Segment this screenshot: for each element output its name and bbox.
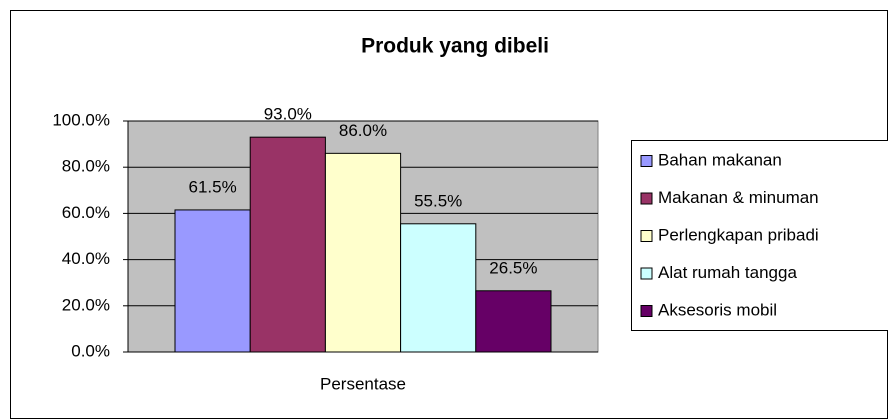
legend-label: Alat rumah tangga bbox=[658, 263, 797, 282]
legend-swatch bbox=[640, 155, 653, 167]
bar bbox=[174, 209, 251, 353]
data-label: 61.5% bbox=[188, 177, 236, 196]
bar bbox=[249, 136, 326, 353]
legend-swatch bbox=[640, 192, 653, 205]
bar bbox=[400, 223, 477, 353]
legend-label: Bahan makanan bbox=[658, 150, 782, 169]
chart-title: Produk yang dibeli bbox=[361, 35, 549, 58]
legend-swatch bbox=[640, 230, 653, 242]
legend-label: Perlengkapan pribadi bbox=[658, 225, 819, 244]
x-tick-label: Persentase bbox=[320, 374, 406, 393]
y-tick-label: 20.0% bbox=[62, 295, 110, 314]
y-tick-label: 60.0% bbox=[62, 203, 110, 222]
data-label: 26.5% bbox=[489, 258, 537, 277]
legend bbox=[631, 140, 888, 331]
legend-swatch bbox=[640, 267, 653, 280]
y-tick-label: 80.0% bbox=[62, 157, 110, 176]
legend-label: Aksesoris mobil bbox=[658, 300, 777, 319]
y-tick-label: 40.0% bbox=[62, 249, 110, 268]
data-label: 93.0% bbox=[264, 105, 312, 124]
bar bbox=[324, 152, 402, 353]
bar bbox=[475, 290, 552, 353]
y-tick-label: 100.0% bbox=[52, 110, 110, 129]
data-label: 55.5% bbox=[414, 191, 462, 210]
data-label: 86.0% bbox=[339, 121, 387, 140]
legend-swatch bbox=[640, 305, 653, 317]
legend-label: Makanan & minuman bbox=[658, 188, 819, 207]
y-tick-label: 0.0% bbox=[71, 341, 110, 360]
